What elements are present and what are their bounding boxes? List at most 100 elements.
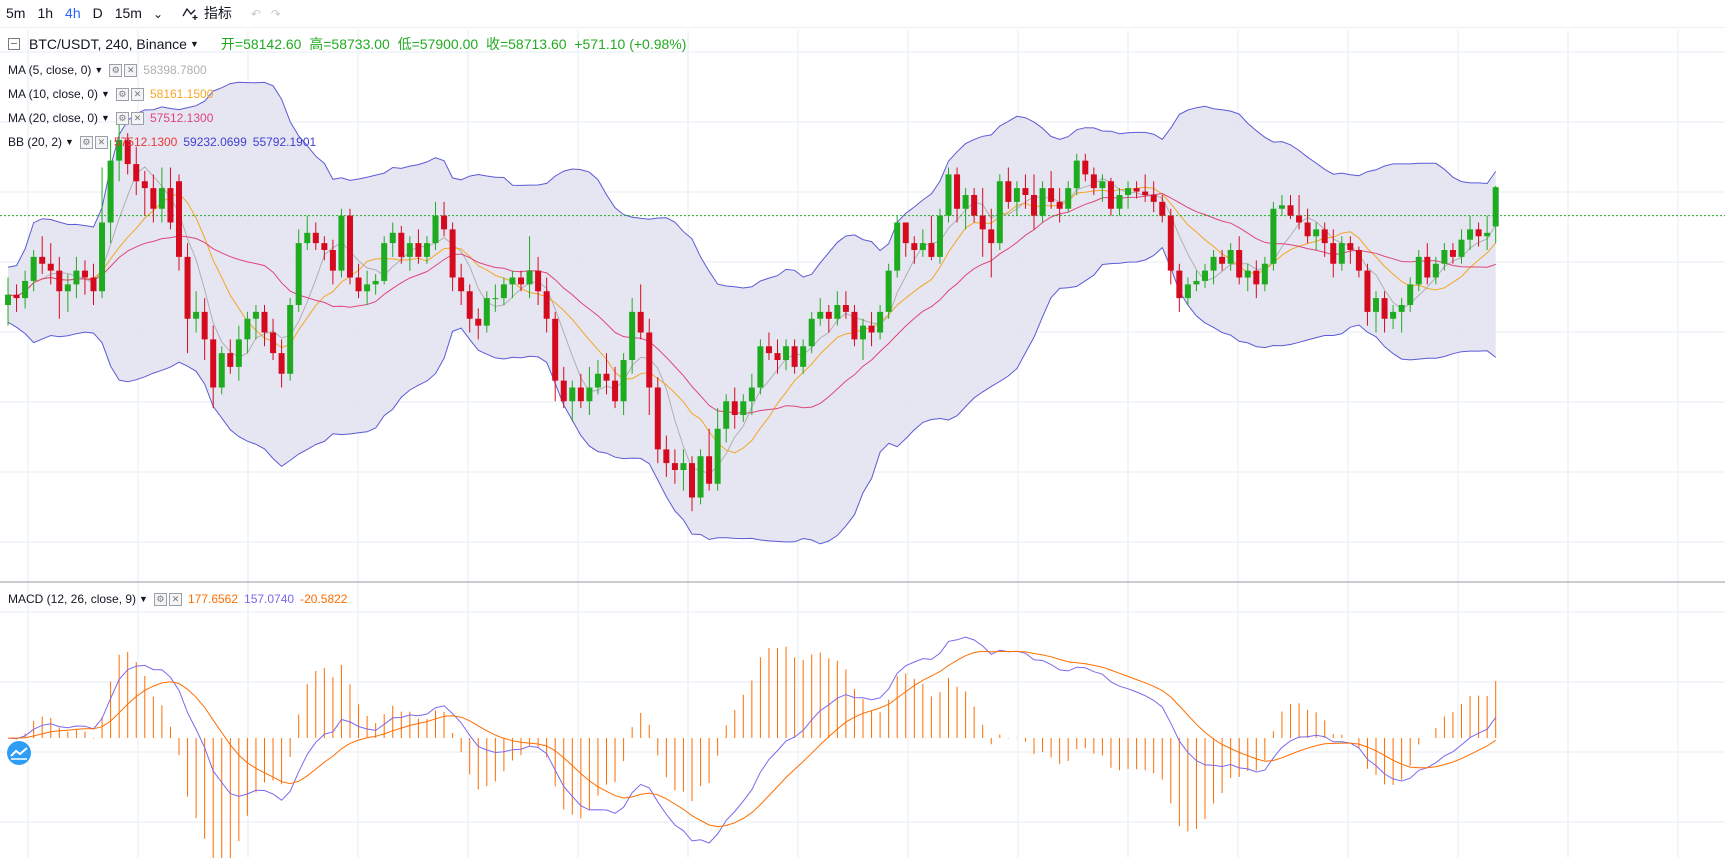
candle [1167,208,1174,285]
ma5-remove-icon[interactable]: ✕ [124,63,138,77]
interval-4h[interactable]: 4h [65,5,81,21]
bb-chevron-icon[interactable]: ▼ [65,137,74,147]
ma5-settings-icon[interactable]: ⚙ [109,63,123,77]
ma20-remove-icon[interactable]: ✕ [130,111,144,125]
candle [235,325,242,381]
candle-body [594,373,601,388]
candle-body [774,353,781,360]
candle-body [1304,222,1311,237]
candle-body [184,256,191,319]
candle-body [1338,243,1345,264]
candle-body [141,181,148,189]
symbol-chevron-icon[interactable]: ▼ [189,39,199,49]
collapse-legend-icon[interactable] [8,38,20,50]
candle-body [483,298,490,326]
candle [1031,174,1037,230]
candle [1296,195,1303,230]
bb-upper-value: 59232.0699 [183,135,247,149]
candle [757,339,764,395]
candle [1210,250,1217,285]
ma5-name[interactable]: MA (5, close, 0) [8,63,92,77]
redo-icon[interactable]: ↷ [270,6,281,21]
macd-name[interactable]: MACD (12, 26, close, 9) [8,592,137,606]
ma5-chevron-icon[interactable]: ▼ [94,65,104,75]
interval-d[interactable]: D [92,5,103,21]
interval-5m[interactable]: 5m [6,5,26,21]
symbol-label[interactable]: BTC/USDT, 240, Binance [29,36,187,52]
candle [30,250,37,292]
macd-signal-value: -20.5822 [300,592,348,606]
ma20-value: 57512.1300 [149,111,214,125]
candle [1492,185,1499,244]
candle-body [714,428,721,484]
candle-body [988,229,995,244]
candle [825,305,832,333]
candle [1125,181,1132,209]
interval-dropdown-chevron-icon[interactable]: ⌄ [152,6,163,21]
candle-body [757,346,764,388]
bb-name[interactable]: BB (20, 2) [8,135,63,149]
candle [1287,195,1294,220]
candle-body [347,215,353,278]
ohlc-values: 开=58142.60 高=58733.00 低=57900.00 收=58713… [221,34,687,54]
candle [1484,215,1491,250]
candle [1261,256,1268,292]
candle-body [1133,188,1140,192]
candle-body [1330,243,1337,264]
tradingview-logo-icon[interactable] [7,741,31,765]
ma20-name[interactable]: MA (20, close, 0) [8,111,99,125]
candle [1202,263,1208,288]
candle [184,243,191,354]
candle [1219,250,1226,271]
candle-body [979,215,986,230]
macd-hist-value: 177.6562 [187,592,239,606]
candle-body [1347,243,1354,250]
ma20-chevron-icon[interactable]: ▼ [101,113,110,123]
candle [107,140,114,244]
ma20-settings-icon[interactable]: ⚙ [115,111,129,125]
candle-body [1022,188,1029,195]
ma10-name[interactable]: MA (10, close, 0) [8,87,99,101]
candle [817,298,824,326]
candle [500,277,507,305]
ma10-settings-icon[interactable]: ⚙ [115,87,129,101]
candle [39,236,46,275]
ma10-chevron-icon[interactable]: ▼ [101,89,110,99]
bb-settings-icon[interactable]: ⚙ [79,135,93,149]
undo-icon[interactable]: ↶ [250,6,261,21]
candle-body [646,332,653,388]
candle-body [697,456,704,498]
candle [1133,181,1140,199]
candle-body [825,311,832,319]
candle-body [116,140,123,161]
candle-body [1099,181,1106,189]
ma10-remove-icon[interactable]: ✕ [130,87,144,101]
candle-body [458,277,465,292]
candle [808,311,815,354]
candle-body [1090,174,1097,189]
candle [227,339,234,374]
candle [389,222,396,257]
candle-body [81,270,88,278]
macd-settings-icon[interactable]: ⚙ [153,592,167,606]
macd-remove-icon[interactable]: ✕ [168,592,182,606]
candle [988,208,995,278]
candle-body [740,401,747,415]
candle-body [1048,188,1055,202]
candle-body [1219,256,1226,264]
interval-1h[interactable]: 1h [37,5,54,21]
candle [176,174,182,271]
candle-body [560,380,567,402]
bb-remove-icon[interactable]: ✕ [94,135,108,149]
candle-body [629,311,636,360]
candle [577,373,584,409]
candle [586,366,593,415]
candle-body [1167,215,1174,271]
candle-body [808,318,815,347]
macd-line-value: 157.0740 [244,592,295,606]
bb-legend: BB (20, 2) ▼ ⚙ ✕ 57512.1300 59232.0699 5… [8,135,316,149]
interval-15m[interactable]: 15m [114,5,142,21]
indicators-button[interactable]: 指标 [176,0,238,27]
macd-chevron-icon[interactable]: ▼ [139,594,148,604]
